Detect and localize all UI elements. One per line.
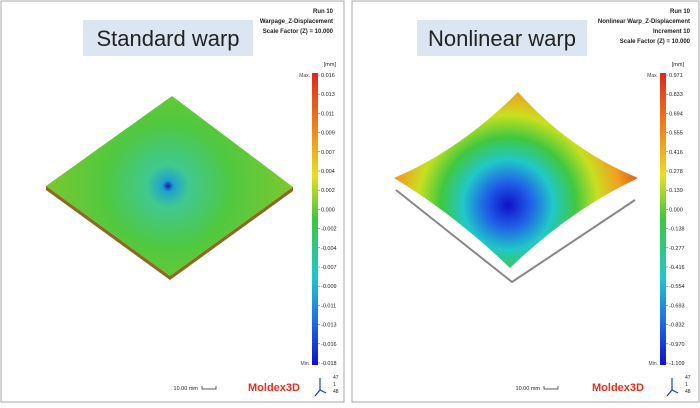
tick-label: -0.018	[321, 361, 337, 367]
min-label: Min.	[649, 361, 658, 367]
tick-label: -0.970	[669, 342, 685, 348]
tick-label: -0.002	[321, 227, 337, 233]
plate	[46, 96, 293, 276]
triad-label: 1	[685, 382, 688, 388]
tick-label: -0.693	[669, 303, 685, 309]
tick-label: 0.000	[321, 207, 335, 213]
tick-label: -0.416	[669, 265, 685, 271]
unit: [mm]	[324, 62, 337, 68]
warped-plate	[394, 92, 638, 268]
tick-label: 0.013	[321, 92, 335, 98]
header-line: Run 10	[670, 9, 691, 15]
scale-bar	[543, 386, 559, 390]
min-label: Min.	[301, 361, 310, 367]
tick-label: 0.002	[321, 188, 335, 194]
header-line: Warpage_Z-Displacement	[260, 19, 333, 25]
tick-label: 0.833	[669, 92, 683, 98]
max-label: Max.	[299, 73, 310, 79]
color-bar	[312, 73, 318, 365]
tick-label: -0.009	[321, 284, 337, 290]
tick-label: -0.004	[321, 246, 337, 252]
tick-label: 0.009	[321, 131, 335, 137]
tick-label: 0.016	[321, 73, 335, 79]
tick-label: 0.555	[669, 131, 683, 137]
panels: Standard warp Run 10 Warpage_Z-Displacemen…	[96, 9, 691, 397]
triad-label: 48	[685, 389, 691, 395]
tick-label: 0.139	[669, 188, 683, 194]
logo: Moldex3D	[592, 382, 644, 394]
label-box	[417, 20, 587, 56]
triad-label: 48	[333, 389, 339, 395]
tick-label: 0.416	[669, 150, 683, 156]
panel-label: Nonlinear warp	[428, 26, 576, 51]
tick-label: 0.278	[669, 169, 683, 175]
plate-outline	[395, 189, 636, 284]
scale-label: 10.00 mm	[516, 386, 541, 392]
scale-bar	[201, 386, 217, 390]
tick-label: -0.554	[669, 284, 685, 290]
tick-label: -0.277	[669, 246, 685, 252]
label-box	[83, 20, 253, 56]
triad-label: 1	[333, 382, 336, 388]
tick-label: -1.109	[669, 361, 685, 367]
max-label: Max.	[647, 73, 658, 79]
tick-label: 0.000	[669, 207, 683, 213]
header-line: Increment 10	[653, 29, 691, 35]
tick-label: 0.011	[321, 111, 334, 117]
header-line: Scale Factor (Z) = 10.000	[620, 39, 691, 45]
tick-label: 0.694	[669, 111, 683, 117]
panel-label: Standard warp	[96, 26, 239, 51]
color-bar	[660, 73, 666, 365]
triad	[666, 378, 679, 397]
tick-label: -0.832	[669, 323, 685, 329]
triad-label: 47	[333, 375, 339, 381]
tick-label: -0.007	[321, 265, 337, 271]
tick-label: -0.138	[669, 227, 685, 233]
header-line: Scale Factor (Z) = 10.000	[263, 29, 334, 35]
tick-label: -0.011	[321, 303, 336, 309]
tick-label: -0.013	[321, 323, 337, 329]
scale-label: 10.00 mm	[174, 386, 199, 392]
unit: [mm]	[672, 62, 685, 68]
header-line: Run 10	[313, 9, 334, 15]
triad-label: 47	[685, 375, 691, 381]
tick-label: 0.004	[321, 169, 335, 175]
tick-label: -0.016	[321, 342, 337, 348]
triad	[314, 378, 327, 397]
tick-label: 0.007	[321, 150, 335, 156]
logo: Moldex3D	[248, 382, 300, 394]
tick-label: 0.971	[669, 73, 683, 79]
header-line: Nonlinear Warp_Z-Displacement	[598, 19, 690, 25]
